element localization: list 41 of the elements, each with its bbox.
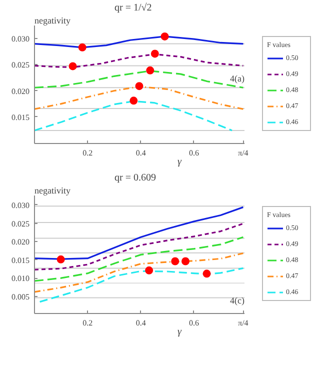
point: [78, 43, 86, 52]
annotation: 4(c): [230, 296, 245, 306]
y-tick-label: 0.025: [12, 219, 30, 228]
line-series: [34, 252, 244, 293]
point: [130, 96, 138, 105]
y-axis-title: negativity: [34, 16, 71, 26]
y-tick-label: 0.020: [12, 238, 30, 247]
annotation: 4(a): [230, 74, 245, 84]
y-tick-label: 0.015: [12, 256, 30, 265]
line-series: [34, 222, 244, 270]
point: [56, 255, 65, 264]
point: [145, 266, 154, 274]
point: [150, 50, 159, 58]
x-tick-label: 0.6: [188, 148, 199, 158]
x-tick-label: π/4: [238, 148, 248, 158]
point: [160, 32, 169, 40]
point: [68, 62, 77, 70]
x-tick-label: 0.2: [82, 318, 93, 328]
y-axis-title: negativity: [34, 186, 71, 196]
line-series: [34, 236, 244, 282]
y-tick-label: 0.015: [12, 112, 30, 122]
x-tick-label: 0.2: [82, 148, 93, 158]
y-tick-label: 0.025: [12, 60, 30, 70]
y-tick-label: 0.030: [12, 201, 30, 210]
x-axis-title: γ: [178, 156, 183, 168]
x-tick-label: 0.4: [136, 318, 146, 328]
x-tick-label: 0.6: [188, 318, 199, 328]
y-tick-label: 0.030: [12, 34, 30, 44]
y-tick-label: 0.005: [12, 292, 30, 302]
chart-title: qr = 1/√2: [114, 2, 152, 14]
point: [202, 270, 211, 278]
x-axis-title: γ: [178, 326, 183, 338]
y-tick-label: 0.010: [12, 274, 30, 284]
point: [181, 257, 190, 266]
chart-title: qr = 0.609: [114, 172, 156, 184]
y-tick-label: 0.020: [12, 86, 30, 96]
x-tick-label: 0.4: [136, 148, 146, 158]
x-tick-label: π/4: [238, 318, 248, 328]
point: [135, 82, 144, 90]
point: [171, 257, 180, 266]
point: [146, 66, 154, 74]
